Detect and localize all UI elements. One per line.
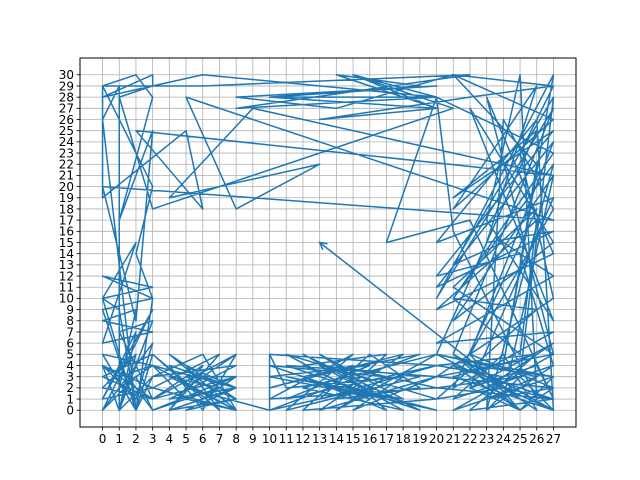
x-tick-label: 9 — [249, 432, 257, 446]
x-tick-label: 21 — [446, 432, 461, 446]
x-tick-label: 7 — [216, 432, 224, 446]
y-tick-label: 22 — [59, 158, 74, 172]
x-tick-label: 2 — [132, 432, 140, 446]
data-series-line — [101, 74, 555, 411]
series-lines — [101, 74, 555, 411]
y-tick-label: 23 — [59, 146, 74, 160]
x-tick-label: 6 — [199, 432, 207, 446]
x-tick-label: 11 — [279, 432, 294, 446]
x-tick-label: 12 — [295, 432, 310, 446]
x-tick-label: 0 — [99, 432, 107, 446]
x-tick-label: 8 — [232, 432, 240, 446]
x-tick-label: 24 — [496, 432, 511, 446]
y-tick-label: 30 — [59, 68, 74, 82]
x-tick-label: 17 — [379, 432, 394, 446]
y-tick-label: 19 — [59, 191, 74, 205]
x-tick-label: 4 — [166, 432, 174, 446]
x-tick-label: 18 — [396, 432, 411, 446]
y-tick-label: 28 — [59, 90, 74, 104]
x-tick-label: 5 — [182, 432, 190, 446]
x-tick-label: 14 — [329, 432, 344, 446]
y-tick-label: 5 — [66, 348, 74, 362]
x-tick-label: 3 — [149, 432, 157, 446]
y-tick-label: 26 — [59, 113, 74, 127]
y-tick-label: 6 — [66, 336, 74, 350]
y-tick-label: 24 — [59, 135, 74, 149]
y-tick-label: 11 — [59, 281, 74, 295]
y-tick-label: 4 — [66, 359, 74, 373]
y-tick-label: 1 — [66, 392, 74, 406]
x-tick-label: 27 — [546, 432, 561, 446]
y-tick-label: 7 — [66, 325, 74, 339]
plot-area-frame — [79, 57, 577, 428]
axis-ticks: 0 1 2 3 4 5 6 7 8 9 10 11 12 13 14 15 16 17 18 19 20 21 22 23 24… — [59, 68, 561, 446]
y-tick-label: 13 — [59, 258, 74, 272]
y-tick-label: 20 — [59, 180, 74, 194]
x-tick-label: 22 — [462, 432, 477, 446]
y-tick-label: 8 — [66, 314, 74, 328]
x-tick-label: 23 — [479, 432, 494, 446]
y-tick-label: 25 — [59, 124, 74, 138]
x-tick-label: 20 — [429, 432, 444, 446]
y-tick-label: 10 — [59, 292, 74, 306]
y-tick-label: 16 — [59, 225, 74, 239]
x-tick-label: 10 — [262, 432, 277, 446]
y-tick-label: 12 — [59, 269, 74, 283]
y-tick-label: 29 — [59, 79, 74, 93]
y-tick-label: 21 — [59, 169, 74, 183]
y-tick-label: 14 — [59, 247, 74, 261]
y-tick-label: 0 — [66, 404, 74, 418]
y-tick-label: 2 — [66, 381, 74, 395]
x-tick-label: 19 — [412, 432, 427, 446]
x-tick-label: 16 — [362, 432, 377, 446]
y-tick-label: 27 — [59, 102, 74, 116]
x-tick-label: 15 — [345, 432, 360, 446]
x-tick-label: 26 — [529, 432, 544, 446]
x-tick-label: 25 — [512, 432, 527, 446]
y-tick-label: 9 — [66, 303, 74, 317]
y-tick-label: 3 — [66, 370, 74, 384]
y-tick-label: 18 — [59, 202, 74, 216]
y-tick-label: 15 — [59, 236, 74, 250]
x-tick-label: 1 — [115, 432, 123, 446]
y-tick-label: 17 — [59, 213, 74, 227]
end-arrowhead — [318, 241, 328, 251]
x-tick-label: 13 — [312, 432, 327, 446]
